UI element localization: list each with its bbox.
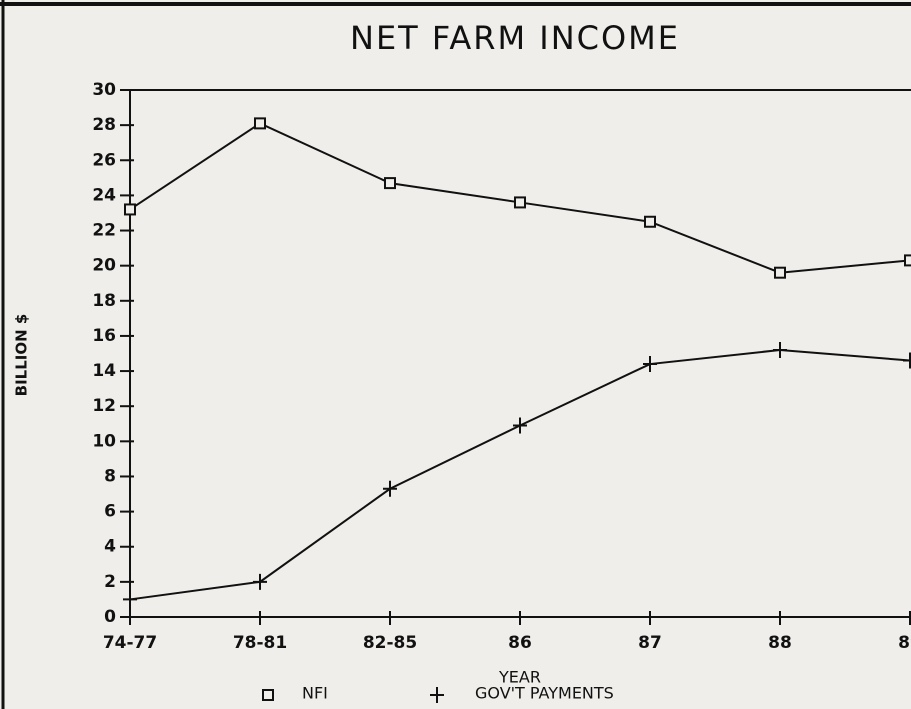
marker	[384, 177, 396, 190]
legend-label: GOV'T PAYMENTS	[475, 684, 614, 703]
y-tick-label: 30	[92, 80, 116, 100]
y-tick-label: 10	[92, 431, 116, 451]
y-tick-label: 28	[92, 115, 116, 135]
x-tick-label: 74-77	[103, 633, 157, 653]
marker	[903, 352, 911, 369]
marker	[513, 417, 527, 434]
y-tick-label: 20	[92, 256, 116, 276]
y-tick-label: 0	[104, 607, 116, 627]
plot-frame	[129, 89, 911, 618]
marker	[644, 215, 656, 228]
legend-marker	[430, 687, 444, 703]
x-axis-label: YEAR	[498, 668, 541, 687]
y-tick-label: 14	[92, 361, 116, 381]
y-tick-label: 26	[92, 150, 116, 170]
y-tick-label: 22	[92, 221, 116, 241]
marker	[253, 573, 267, 590]
legend-marker	[262, 689, 274, 701]
y-tick-label: 16	[92, 326, 116, 346]
x-tick-label: 89	[898, 633, 911, 653]
x-tick-label: 87	[638, 633, 662, 653]
x-tick-label: 86	[508, 633, 532, 653]
x-tick-label: 82-85	[363, 633, 417, 653]
marker	[254, 117, 266, 130]
marker	[123, 591, 137, 608]
y-tick-label: 24	[92, 185, 116, 205]
marker	[904, 254, 911, 267]
y-tick-label: 18	[92, 291, 116, 311]
marker	[774, 266, 786, 279]
y-tick-label: 4	[104, 537, 116, 557]
marker	[773, 341, 787, 358]
marker	[124, 203, 136, 216]
y-tick-label: 8	[104, 466, 116, 486]
y-tick-label: 2	[104, 572, 116, 592]
marker	[643, 356, 657, 373]
y-tick-label: 12	[92, 396, 116, 416]
x-tick-label: 78-81	[233, 633, 287, 653]
chart-title: NET FARM INCOME	[350, 19, 680, 57]
y-axis-label: BILLION $	[13, 314, 31, 397]
y-tick-label: 6	[104, 502, 116, 522]
marker	[514, 196, 526, 209]
legend-label: NFI	[302, 684, 328, 703]
x-tick-label: 88	[768, 633, 792, 653]
marker	[383, 480, 397, 497]
